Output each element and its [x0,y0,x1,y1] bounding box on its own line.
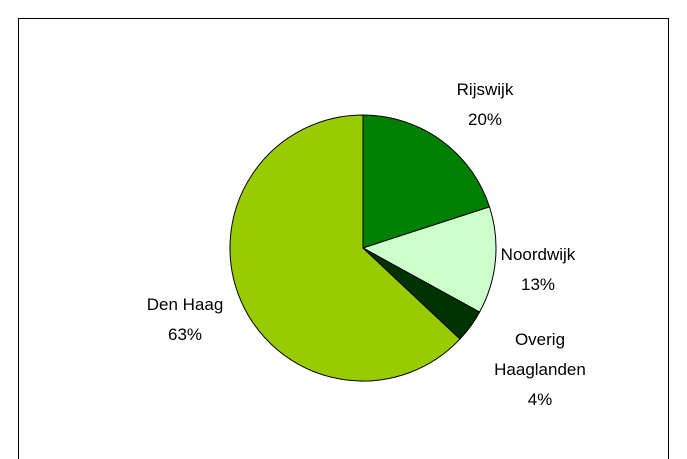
slice-label: Noordwijk 13% [478,240,598,300]
slice-percent: 20% [467,110,503,129]
slice-percent: 63% [167,325,203,344]
slice-percent: 13% [520,275,556,294]
slice-label: Den Haag 63% [125,290,245,350]
slice-name: Den Haag [146,295,224,314]
slice-label: Rijswijk 20% [425,75,545,135]
slice-percent: 4% [527,390,553,409]
pie-slice [362,114,491,249]
slice-label: Overig Haaglanden 4% [475,325,605,415]
slice-name: Overig Haaglanden [494,330,586,379]
slice-name: Noordwijk [500,245,576,264]
slice-name: Rijswijk [456,80,514,99]
pie-slice [361,206,497,313]
pie-slice [229,114,461,382]
